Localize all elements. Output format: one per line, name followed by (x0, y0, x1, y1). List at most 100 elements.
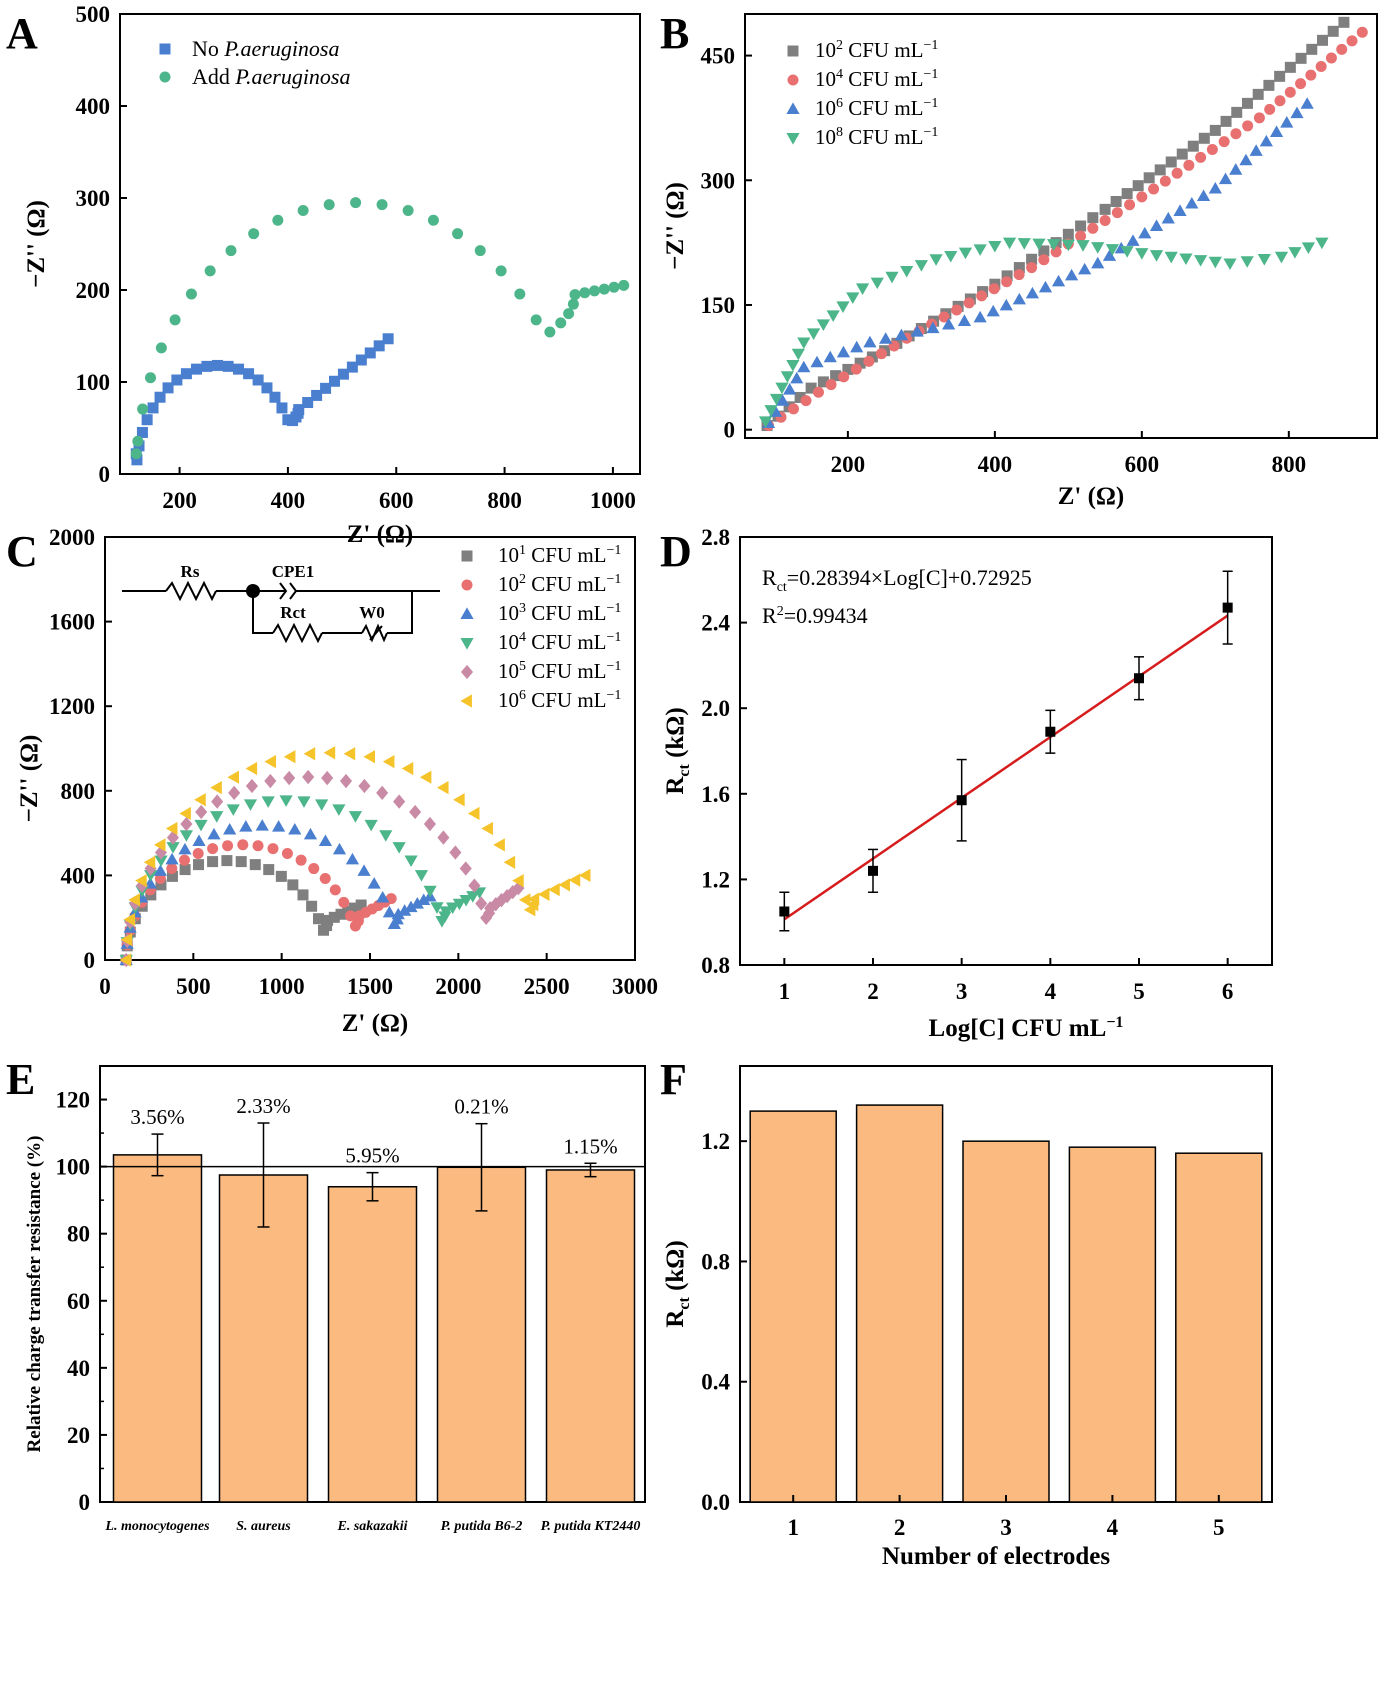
data-point (1120, 246, 1134, 258)
x-tick-label: 3000 (612, 974, 658, 999)
data-point (392, 842, 406, 854)
data-point (1017, 238, 1031, 250)
y-tick-label: 1200 (49, 694, 95, 719)
legend-label: 108 CFU mL−1 (815, 125, 938, 149)
panel-f: 0.0 0.4 0.8 1.2 Rct (kΩ) Number of electrodes… (662, 1065, 1273, 1570)
data-label: 3.56% (130, 1105, 184, 1129)
data-point (339, 773, 353, 789)
data-point (855, 283, 870, 295)
data-point (836, 301, 850, 313)
data-point (166, 870, 178, 882)
data-point (578, 868, 591, 882)
x-tick-label: 1000 (259, 974, 305, 999)
data-point (1045, 726, 1056, 737)
data-point (1209, 124, 1221, 136)
data-point (957, 314, 972, 326)
data-point (303, 827, 318, 840)
x-tick-label: 800 (487, 488, 522, 513)
data-point (179, 830, 193, 842)
data-point (1208, 181, 1222, 194)
legend-label: 104 CFU mL−1 (498, 630, 621, 654)
x-tick-label: 4 (1045, 979, 1057, 1004)
data-point (481, 821, 493, 836)
series-2 (761, 97, 1314, 428)
data-point (1099, 203, 1111, 215)
data-point (252, 374, 264, 386)
data-point (245, 778, 258, 794)
data-point (1001, 276, 1013, 288)
x-tick-label: 200 (162, 488, 197, 513)
data-point (1065, 268, 1079, 281)
data-point (569, 289, 581, 301)
y-axis-label: Rct (kΩ) (662, 707, 693, 794)
data-point (514, 288, 526, 300)
data-point (222, 840, 234, 852)
series-1 (763, 26, 1368, 432)
bar (749, 1110, 837, 1503)
data-point (235, 856, 247, 868)
data-point (288, 823, 302, 835)
data-point (323, 746, 336, 760)
data-point (263, 864, 275, 876)
data-point (211, 794, 224, 809)
data-point (145, 372, 157, 384)
x-axis-label: Z' (Ω) (347, 521, 414, 548)
data-point (1038, 280, 1053, 293)
data-point (1206, 144, 1218, 156)
data-point (194, 793, 206, 807)
data-point (589, 285, 600, 297)
x-tick-label: 800 (1272, 452, 1307, 477)
panel-b: 200 400 600 800 0 150 300 450 Z' (Ω) −Z'' (Ω) 102 … (662, 13, 1378, 510)
data-point (446, 902, 460, 915)
legend-marker (460, 607, 474, 619)
data-point (1165, 156, 1177, 168)
data-point (391, 907, 405, 920)
data-point (162, 382, 174, 394)
legend-marker (787, 74, 799, 86)
data-point (1194, 255, 1208, 267)
data-point (618, 279, 630, 291)
data-point (1295, 52, 1307, 64)
data-point (926, 321, 940, 334)
data-point (438, 911, 452, 923)
cpe-element (289, 582, 298, 600)
y-tick-label: 2.8 (701, 525, 730, 550)
y-tick-label: 2000 (49, 525, 95, 550)
data-point (207, 856, 219, 868)
data-point (398, 904, 412, 916)
data-point (364, 819, 378, 832)
circuit-wire (252, 591, 273, 634)
data-point (297, 204, 309, 216)
data-point (279, 795, 293, 807)
data-point (914, 260, 928, 272)
data-point (475, 896, 488, 911)
y-tick-label: 300 (76, 186, 111, 211)
data-point (346, 361, 358, 373)
data-point (185, 288, 197, 300)
data-label: 2.33% (236, 1094, 290, 1118)
data-point (1138, 226, 1152, 239)
data-point (154, 391, 166, 403)
data-point (1135, 248, 1149, 260)
data-point (154, 855, 168, 868)
data-point (879, 332, 893, 344)
data-point (210, 811, 224, 823)
data-point (944, 250, 958, 263)
y-tick-label: 1.2 (701, 1129, 730, 1154)
legend-label: 106 CFU mL−1 (815, 96, 938, 120)
data-point (348, 811, 363, 823)
data-point (363, 750, 376, 764)
y-tick-label: 0.8 (701, 953, 730, 978)
legend-marker (460, 664, 474, 680)
data-point (775, 382, 789, 395)
x-tick-label: P. putida KT2440 (541, 1519, 641, 1534)
data-point (318, 834, 333, 847)
y-tick-label: 400 (61, 863, 96, 888)
data-point (165, 852, 179, 865)
data-point (207, 843, 219, 855)
data-point (854, 357, 866, 369)
y-tick-label: 80 (67, 1222, 90, 1247)
data-point (973, 244, 987, 256)
data-point (1087, 222, 1099, 234)
panel-f-letter: F (660, 1055, 687, 1104)
